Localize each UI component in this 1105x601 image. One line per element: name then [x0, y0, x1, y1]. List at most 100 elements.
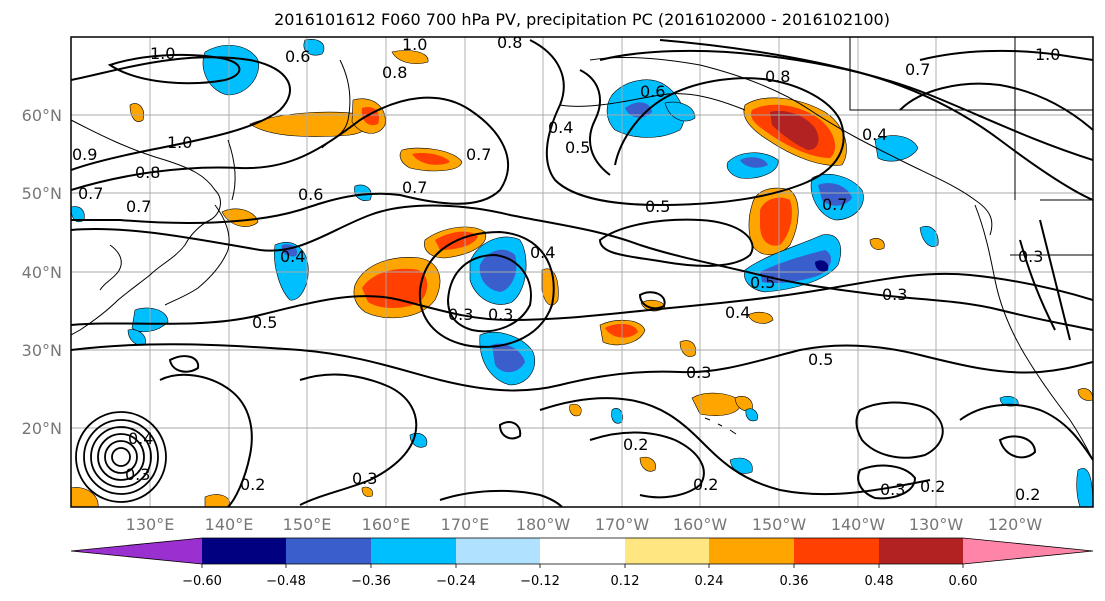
north-america-coast — [974, 204, 1093, 461]
lon-label: 170°W — [595, 515, 650, 534]
colorbar-segment — [625, 538, 709, 564]
contour-label: 0.8 — [765, 67, 790, 86]
contour-label: 0.8 — [135, 163, 160, 182]
colorbar-segment — [540, 538, 625, 564]
lon-label: 160°W — [673, 515, 728, 534]
sakhalin-coast — [227, 139, 236, 201]
lon-label: 150°E — [283, 515, 332, 534]
pv-contour — [539, 397, 931, 496]
pos-strong-patch — [605, 323, 638, 338]
pos-patch — [569, 403, 582, 417]
contour-label: 0.5 — [645, 197, 670, 216]
lon-label: 170°E — [441, 515, 490, 534]
contour-label: 0.4 — [280, 247, 305, 266]
pos-patch — [639, 456, 656, 472]
pos-patch — [71, 487, 99, 507]
longitude-labels: 130°E 140°E 150°E 160°E 170°E 180°W 170°… — [126, 515, 1043, 534]
border-line — [849, 37, 1093, 111]
colorbar-tick-label: −0.12 — [520, 574, 560, 589]
lat-label: 50°N — [22, 184, 62, 203]
colorbar-tick-label: 0.48 — [865, 574, 894, 589]
tropical-cyclone-contours — [75, 411, 167, 503]
navy-patch — [815, 260, 829, 272]
pv-contour — [168, 355, 200, 373]
contour-label: 0.6 — [640, 82, 665, 101]
lon-label: 130°E — [126, 515, 175, 534]
neg-strong-patch — [492, 343, 525, 373]
contour-label: 0.8 — [382, 63, 407, 82]
colorbar-extend-low — [71, 538, 202, 564]
contour-label: 0.6 — [298, 185, 323, 204]
cyclone-ring — [104, 440, 138, 474]
pv-contour — [71, 343, 1093, 392]
colorbar-segment — [286, 538, 371, 564]
contour-label: 0.3 — [880, 480, 905, 499]
neg-patch — [874, 135, 919, 162]
neg-patch — [1076, 468, 1093, 507]
contour-label: 0.4 — [862, 125, 887, 144]
contour-label: 0.7 — [905, 60, 930, 79]
pv-contour — [857, 464, 917, 500]
asia-coast — [71, 119, 221, 336]
contour-label: 0.7 — [402, 178, 427, 197]
contour-label: 0.3 — [125, 465, 150, 484]
contour-label: 0.6 — [285, 47, 310, 66]
contour-label: 0.2 — [920, 477, 945, 496]
pv-contour — [959, 403, 1093, 461]
contour-label: 0.2 — [1015, 485, 1040, 504]
colorbar-segment — [794, 538, 879, 564]
pv-contour — [159, 373, 253, 507]
colorbar-segment — [709, 538, 794, 564]
pv-contour — [71, 96, 510, 224]
colorbar-tick-label: −0.24 — [436, 574, 476, 589]
pv-contour — [998, 435, 1037, 459]
pv-contour — [919, 49, 1093, 61]
cyclone-ring — [111, 447, 131, 467]
pos-strong-patch — [362, 268, 428, 308]
colorbar-segment — [202, 538, 286, 564]
colorbar-tick-label: 0.36 — [780, 574, 809, 589]
contour-label: 0.3 — [448, 305, 473, 324]
lat-label: 20°N — [22, 419, 62, 438]
lon-label: 150°W — [752, 515, 807, 534]
cyclone-ring — [75, 411, 167, 503]
pos-patch — [747, 311, 774, 324]
contour-label: 0.7 — [78, 184, 103, 203]
map-gridlines — [71, 37, 1093, 507]
contour-label: 0.4 — [548, 118, 573, 137]
pv-contour — [299, 373, 418, 506]
pos-strong-patch — [412, 152, 450, 165]
neg-patch — [919, 225, 939, 247]
contour-label: 0.9 — [72, 145, 97, 164]
contour-label: 0.3 — [352, 469, 377, 488]
contour-label: 1.0 — [167, 133, 192, 152]
neg-strong-patch — [740, 157, 768, 168]
contour-label: 0.8 — [497, 33, 522, 52]
contour-label: 0.2 — [693, 475, 718, 494]
colorbar-segment — [879, 538, 963, 564]
contour-label: 0.5 — [750, 273, 775, 292]
map-frame — [70, 36, 1094, 508]
pv-contour — [1019, 239, 1056, 331]
pv-contour — [529, 39, 845, 207]
japan-coast — [164, 204, 230, 306]
contour-labels: 1.0 0.6 1.0 0.8 0.8 1.0 0.7 0.8 0.7 1.0 … — [72, 33, 1060, 504]
pv-contour — [899, 82, 1093, 131]
cyclone-ring — [97, 433, 145, 481]
pv-contour — [71, 272, 1093, 326]
contour-label: 0.5 — [565, 138, 590, 157]
pos-patch — [204, 494, 231, 507]
neg-strong-patch — [760, 250, 832, 284]
colorbar: −0.60 −0.48 −0.36 −0.24 −0.12 0.12 0.24 … — [70, 537, 1094, 589]
map-panel: 1.0 0.6 1.0 0.8 0.8 1.0 0.7 0.8 0.7 1.0 … — [70, 33, 1094, 508]
contour-label: 0.4 — [530, 243, 555, 262]
pv-contour — [418, 230, 555, 348]
colorbar-extend-high — [963, 538, 1093, 564]
lat-label: 40°N — [22, 263, 62, 282]
lon-label: 120°W — [988, 515, 1043, 534]
latitude-labels: 60°N 50°N 40°N 30°N 20°N — [22, 106, 62, 438]
pv-contour — [71, 56, 291, 171]
contour-label: 0.7 — [822, 195, 847, 214]
alaska-coast — [589, 57, 993, 236]
pos-strong-patch — [760, 197, 792, 246]
